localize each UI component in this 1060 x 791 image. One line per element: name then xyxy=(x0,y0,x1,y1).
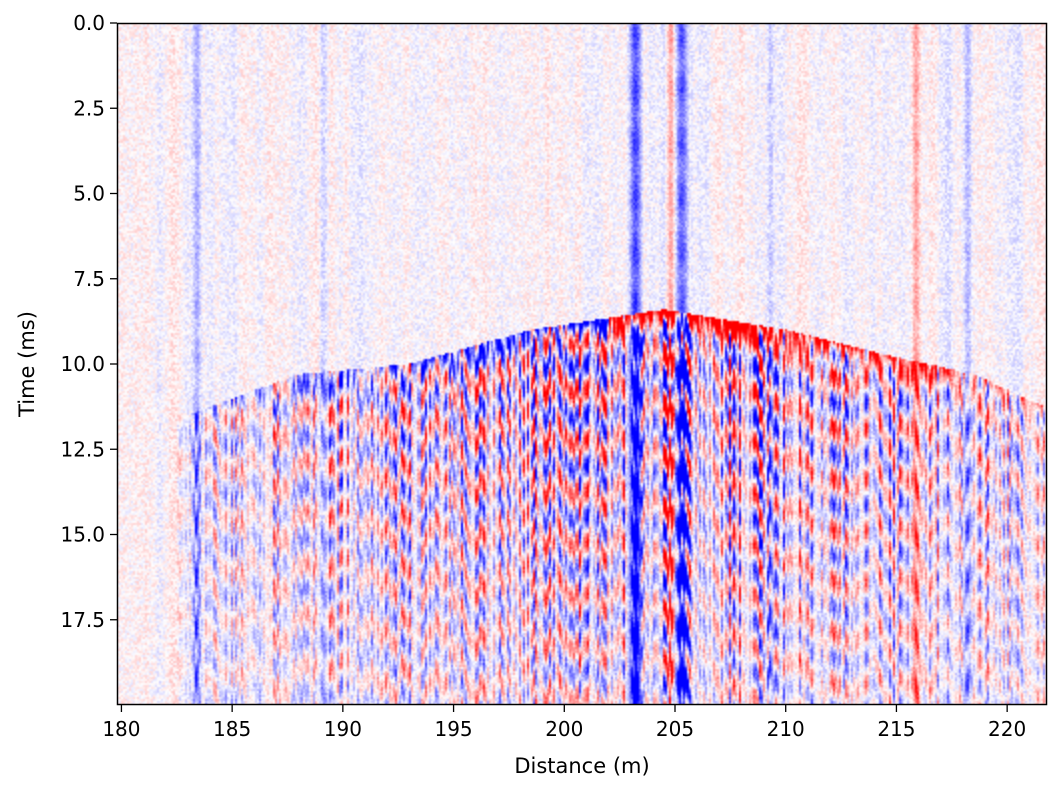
y-tick-label: 15.0 xyxy=(60,523,105,547)
y-tick-label: 7.5 xyxy=(73,267,105,291)
x-tick-label: 200 xyxy=(545,717,583,741)
x-tick-label: 190 xyxy=(324,717,362,741)
y-tick-label: 5.0 xyxy=(73,182,105,206)
y-tick-label: 2.5 xyxy=(73,96,105,120)
x-axis-label: Distance (m) xyxy=(514,754,649,778)
y-axis-label: Time (ms) xyxy=(15,311,39,418)
y-tick-label: 17.5 xyxy=(60,608,105,632)
seismic-section-heatmap xyxy=(117,23,1047,705)
y-tick-label: 10.0 xyxy=(60,352,105,376)
x-tick-label: 205 xyxy=(656,717,694,741)
x-tick-label: 195 xyxy=(434,717,472,741)
x-axis-ticks: 180 185 190 195 200 205 210 215 220 xyxy=(102,705,1026,741)
y-tick-label: 0.0 xyxy=(73,11,105,35)
y-axis-ticks: 0.0 2.5 5.0 7.5 10.0 12.5 15.0 17.5 xyxy=(60,11,117,632)
x-tick-label: 185 xyxy=(213,717,251,741)
x-tick-label: 210 xyxy=(767,717,805,741)
x-tick-label: 220 xyxy=(988,717,1026,741)
x-tick-label: 215 xyxy=(877,717,915,741)
y-tick-label: 12.5 xyxy=(60,437,105,461)
plot-area xyxy=(117,23,1047,705)
x-tick-label: 180 xyxy=(102,717,140,741)
